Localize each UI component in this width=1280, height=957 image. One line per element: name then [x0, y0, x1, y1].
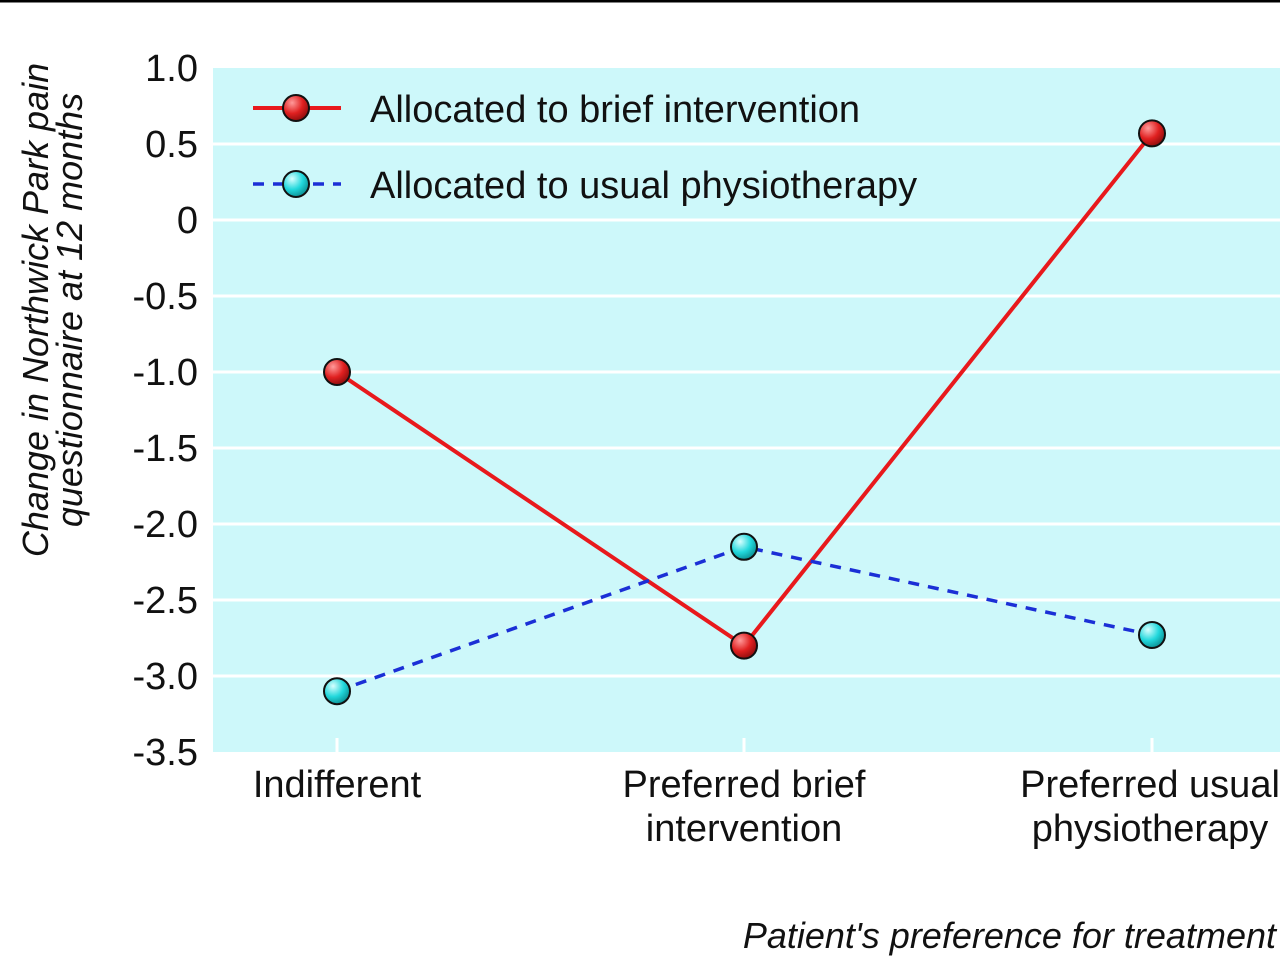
data-point: [730, 631, 758, 660]
y-tick-label: 0: [177, 200, 198, 242]
legend-label: Allocated to brief intervention: [370, 89, 860, 131]
x-tick-label: Preferred usual physiotherapy: [1020, 764, 1280, 850]
legend-label: Allocated to usual physiotherapy: [370, 165, 917, 207]
data-point: [730, 532, 758, 561]
y-tick-label: -2.5: [133, 580, 198, 622]
data-point: [1138, 620, 1166, 649]
gridlines: [213, 142, 1280, 678]
y-tick-label: -3.5: [133, 732, 198, 774]
y-tick-label: -1.5: [133, 428, 198, 470]
x-tick-label: Indifferent: [253, 764, 422, 806]
y-tick-label: -2.0: [133, 504, 198, 546]
y-tick-label: -0.5: [133, 276, 198, 318]
series-line-2: [336, 544, 1153, 693]
data-point: [1138, 119, 1166, 148]
y-tick-label: 1.0: [145, 48, 198, 90]
legend-marker: [282, 170, 310, 198]
category-labels: Indifferent Preferred brief intervention Pr…: [253, 764, 1280, 850]
y-tick-label: -3.0: [133, 656, 198, 698]
data-point: [323, 358, 351, 386]
y-tick-label: 0.5: [145, 124, 198, 166]
legend: Allocated to brief intervention Allocated…: [253, 89, 917, 207]
x-tick-marks: [335, 738, 1154, 754]
x-axis-title: Patient's preference for treatment: [743, 915, 1278, 956]
x-tick-label: Preferred brief intervention: [623, 764, 866, 850]
legend-marker: [282, 94, 310, 122]
data-point: [323, 677, 351, 706]
y-axis-title: Change in Northwick Park painquestionnai…: [15, 63, 90, 557]
y-tick-labels: 1.0 0.5 0 -0.5 -1.0 -1.5 -2.0 -2.5 -3.0 -3.5: [133, 48, 198, 774]
series-points: [323, 119, 1166, 706]
y-tick-label: -1.0: [133, 352, 198, 394]
